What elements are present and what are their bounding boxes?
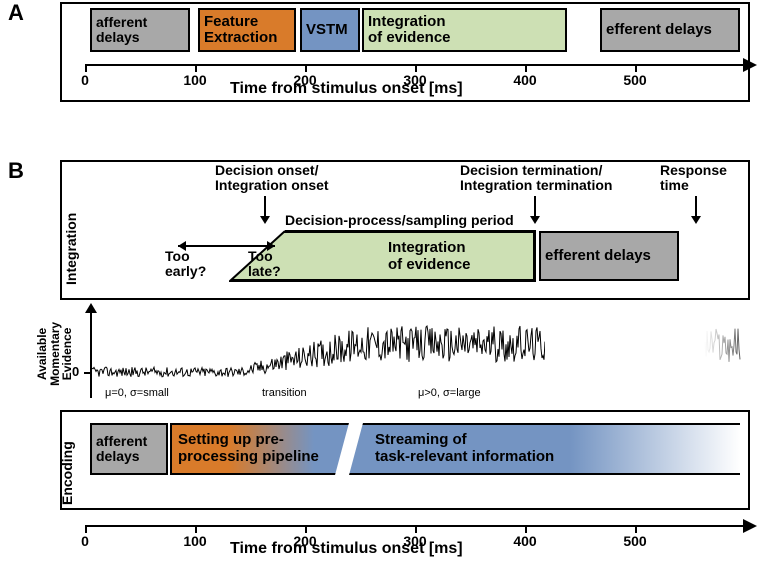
phase-label: μ>0, σ=large (418, 387, 481, 399)
row-label-encoding: Encoding (59, 415, 75, 505)
tick-label: 400 (513, 533, 536, 549)
axis-title: Time from stimulus onset [ms] (230, 540, 463, 558)
stage-box: afferentdelays (90, 423, 168, 475)
tick-label: 0 (81, 533, 89, 549)
phase-label: transition (262, 387, 307, 399)
stream-label: Streaming oftask-relevant information (375, 431, 554, 466)
phase-label: μ=0, σ=small (105, 387, 169, 399)
setup-label: Setting up pre-processing pipeline (178, 431, 319, 466)
tick-label: 500 (623, 533, 646, 549)
tick-label: 100 (183, 533, 206, 549)
